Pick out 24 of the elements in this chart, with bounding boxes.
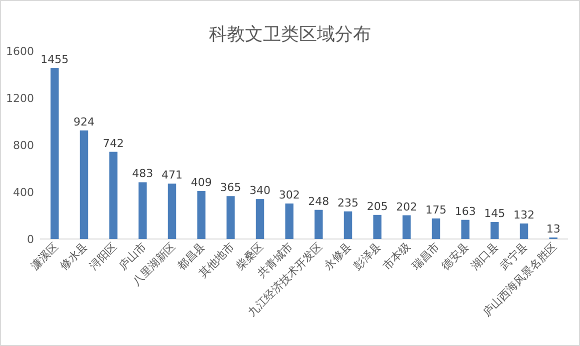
data-label: 742 — [102, 136, 124, 150]
data-label: 13 — [546, 222, 560, 236]
data-label: 365 — [220, 181, 242, 194]
data-label: 1455 — [40, 53, 69, 66]
data-label: 924 — [74, 115, 94, 128]
data-label: 132 — [514, 208, 534, 222]
data-label: 248 — [308, 194, 330, 208]
y-tick-label: 1600 — [6, 45, 34, 58]
y-tick-label: 800 — [13, 139, 34, 152]
y-tick-label: 400 — [13, 186, 34, 199]
data-label: 409 — [190, 176, 212, 189]
data-label: 175 — [426, 203, 446, 216]
data-label: 471 — [162, 168, 182, 182]
data-label: 340 — [250, 184, 270, 198]
data-label: 483 — [132, 167, 154, 180]
data-label: 145 — [484, 206, 506, 220]
title: 科教文卫类区域分布 — [209, 24, 371, 45]
y-tick-label: 0 — [27, 233, 34, 246]
data-label: 205 — [366, 200, 388, 213]
data-label: 163 — [454, 204, 476, 218]
data-label: 202 — [396, 200, 418, 214]
y-tick-label: 1200 — [6, 92, 34, 105]
data-label: 235 — [338, 196, 358, 210]
data-label: 302 — [278, 188, 300, 202]
